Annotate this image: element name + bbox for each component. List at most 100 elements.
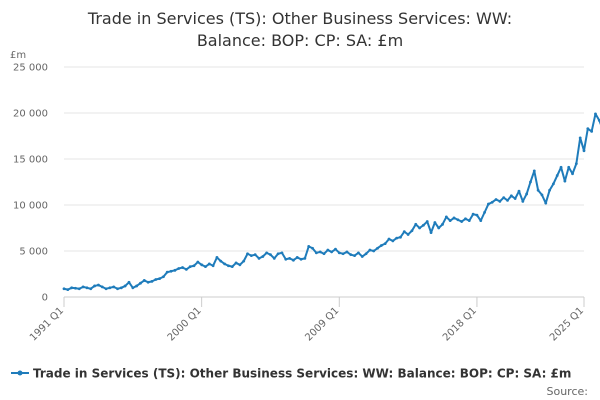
data-point[interactable] (345, 250, 349, 254)
data-point[interactable] (184, 268, 188, 271)
data-point[interactable] (379, 244, 383, 247)
data-point[interactable] (100, 285, 104, 289)
data-point[interactable] (502, 196, 506, 200)
data-point[interactable] (532, 169, 536, 173)
data-point[interactable] (77, 287, 81, 291)
data-point[interactable] (425, 220, 429, 223)
data-point[interactable] (559, 165, 563, 169)
data-point[interactable] (223, 262, 226, 266)
data-point[interactable] (391, 239, 395, 243)
data-point[interactable] (119, 286, 123, 290)
data-point[interactable] (307, 245, 311, 248)
data-point[interactable] (127, 280, 131, 284)
data-point[interactable] (295, 256, 299, 259)
data-point[interactable] (483, 210, 486, 214)
data-point[interactable] (74, 286, 77, 290)
data-point[interactable] (246, 252, 249, 256)
data-point[interactable] (265, 251, 269, 255)
data-point[interactable] (513, 197, 517, 200)
data-point[interactable] (460, 220, 464, 223)
data-point[interactable] (548, 188, 551, 192)
data-point[interactable] (150, 279, 154, 283)
data-point[interactable] (475, 213, 479, 217)
data-point[interactable] (402, 230, 406, 234)
data-point[interactable] (521, 199, 525, 203)
data-point[interactable] (490, 200, 494, 204)
data-point[interactable] (219, 259, 223, 263)
data-point[interactable] (142, 279, 146, 282)
data-point[interactable] (284, 257, 288, 261)
data-point[interactable] (360, 255, 364, 258)
data-point[interactable] (66, 288, 70, 292)
data-point[interactable] (326, 248, 330, 252)
data-point[interactable] (70, 286, 74, 290)
data-point[interactable] (582, 149, 586, 153)
data-point[interactable] (139, 281, 142, 285)
data-point[interactable] (104, 287, 108, 291)
data-point[interactable] (146, 280, 150, 284)
data-point[interactable] (376, 246, 379, 250)
data-point[interactable] (253, 253, 257, 257)
data-point[interactable] (207, 262, 211, 266)
data-point[interactable] (448, 219, 452, 223)
data-point[interactable] (467, 219, 471, 223)
data-point[interactable] (506, 199, 509, 202)
data-point[interactable] (368, 248, 372, 252)
data-point[interactable] (234, 261, 238, 265)
data-point[interactable] (586, 127, 590, 131)
data-point[interactable] (353, 254, 356, 257)
data-point[interactable] (215, 256, 219, 259)
data-point[interactable] (479, 219, 483, 223)
data-point[interactable] (437, 226, 441, 230)
data-point[interactable] (387, 237, 391, 241)
data-point[interactable] (314, 251, 318, 255)
data-point[interactable] (204, 265, 207, 269)
data-point[interactable] (399, 235, 402, 239)
data-point[interactable] (299, 257, 303, 261)
data-point[interactable] (303, 256, 307, 260)
data-point[interactable] (383, 242, 387, 246)
data-point[interactable] (318, 250, 322, 254)
data-point[interactable] (410, 229, 414, 233)
data-point[interactable] (288, 256, 291, 260)
legend[interactable]: Trade in Services (TS): Other Business S… (11, 367, 571, 381)
data-point[interactable] (257, 256, 261, 260)
data-point[interactable] (85, 286, 89, 290)
data-point[interactable] (227, 264, 230, 268)
data-point[interactable] (135, 284, 139, 288)
data-point[interactable] (131, 286, 135, 290)
data-point[interactable] (311, 246, 314, 250)
data-point[interactable] (242, 259, 246, 263)
data-point[interactable] (590, 130, 594, 133)
data-point[interactable] (123, 284, 127, 288)
data-point[interactable] (494, 198, 498, 201)
data-point[interactable] (89, 287, 93, 291)
data-point[interactable] (177, 267, 181, 270)
data-point[interactable] (525, 192, 529, 196)
data-point[interactable] (529, 180, 532, 184)
data-point[interactable] (292, 258, 295, 262)
data-point[interactable] (188, 265, 192, 269)
data-point[interactable] (544, 201, 548, 205)
data-point[interactable] (555, 174, 559, 177)
data-point[interactable] (116, 287, 119, 291)
data-point[interactable] (196, 260, 200, 264)
data-point[interactable] (192, 264, 196, 268)
data-point[interactable] (594, 112, 597, 116)
data-point[interactable] (471, 212, 475, 216)
data-point[interactable] (578, 136, 582, 140)
data-point[interactable] (261, 255, 265, 258)
data-point[interactable] (552, 182, 555, 186)
data-point[interactable] (249, 254, 253, 257)
data-point[interactable] (456, 218, 460, 222)
data-point[interactable] (93, 284, 96, 288)
data-point[interactable] (108, 286, 112, 290)
data-point[interactable] (269, 253, 272, 257)
data-point[interactable] (337, 251, 341, 255)
data-point[interactable] (444, 215, 448, 219)
data-point[interactable] (238, 263, 242, 267)
data-point[interactable] (464, 217, 467, 221)
data-point[interactable] (567, 165, 571, 169)
data-point[interactable] (169, 269, 173, 273)
data-point[interactable] (322, 252, 326, 256)
